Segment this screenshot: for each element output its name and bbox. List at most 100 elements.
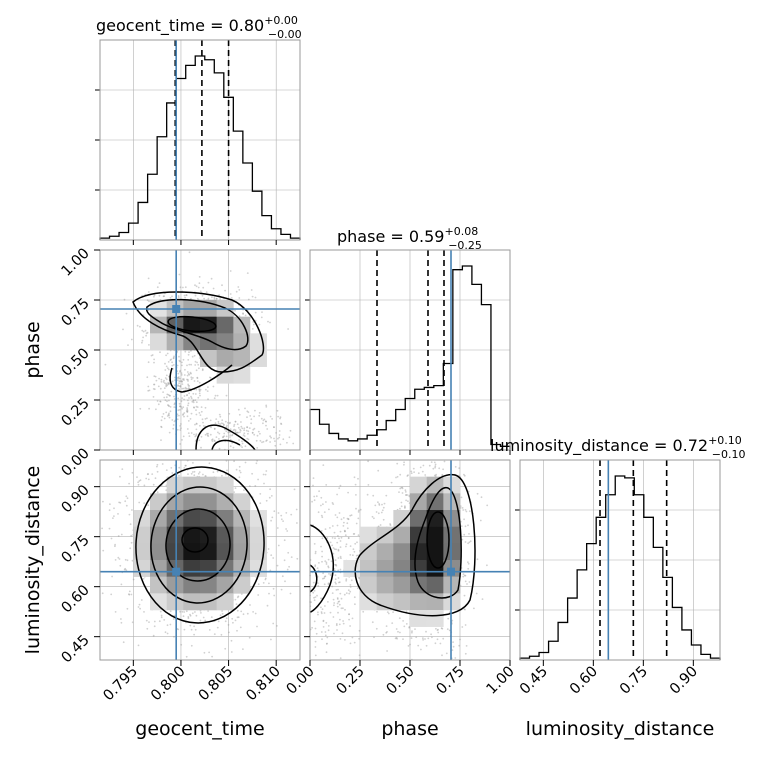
- y-tick-label-phase-3: 0.75: [59, 296, 93, 330]
- truth-marker: [447, 567, 455, 576]
- sample-point: [259, 439, 262, 442]
- sample-point: [217, 420, 220, 423]
- sample-point: [186, 364, 188, 367]
- sample-point: [177, 376, 179, 379]
- sample-point: [240, 610, 243, 613]
- sample-point: [329, 541, 332, 544]
- sample-point: [283, 539, 286, 542]
- sample-point: [273, 437, 275, 440]
- sample-point: [464, 580, 467, 583]
- sample-point: [187, 359, 190, 361]
- sample-point: [467, 524, 469, 527]
- sample-point: [385, 625, 388, 627]
- sample-point: [322, 626, 325, 628]
- sample-point: [249, 604, 251, 606]
- sample-point: [464, 624, 467, 626]
- sample-point: [184, 296, 187, 299]
- sample-point: [168, 416, 171, 419]
- sample-point: [246, 410, 249, 413]
- sample-point: [266, 439, 268, 442]
- sample-point: [274, 440, 276, 442]
- sample-point: [166, 367, 169, 370]
- sample-point: [191, 400, 194, 403]
- sample-point: [178, 409, 181, 411]
- sample-point: [240, 421, 242, 423]
- sample-point: [343, 593, 346, 596]
- sample-point: [325, 484, 328, 486]
- sample-point: [335, 589, 338, 591]
- sample-point: [124, 567, 127, 570]
- sample-point: [433, 461, 436, 464]
- x-tick-label-geocent_time-1: 0.800: [148, 664, 189, 705]
- contour-tail: [169, 364, 233, 393]
- sample-point: [394, 637, 397, 640]
- sample-point: [114, 559, 117, 561]
- sample-point: [287, 328, 289, 330]
- sample-point: [353, 550, 356, 553]
- sample-point: [277, 437, 279, 440]
- sample-point: [331, 585, 334, 588]
- sample-point: [177, 385, 180, 387]
- sample-point: [234, 487, 237, 489]
- sample-point: [349, 514, 352, 517]
- sample-point: [281, 575, 284, 578]
- sample-point: [188, 251, 191, 254]
- sample-point: [322, 503, 324, 506]
- y-tick-label-phase-0: 0.00: [59, 446, 93, 480]
- sample-point: [159, 400, 162, 403]
- sample-point: [405, 610, 408, 613]
- sample-point: [214, 440, 216, 442]
- sample-point: [463, 518, 465, 521]
- sample-point: [171, 419, 174, 421]
- contour-left-inner: [309, 564, 318, 593]
- sample-point: [215, 418, 218, 420]
- sample-point: [353, 476, 356, 479]
- sample-point: [386, 650, 388, 652]
- density-cell: [200, 476, 217, 494]
- x-tick-label-phase-1: 0.25: [334, 664, 368, 698]
- sample-point: [236, 596, 239, 599]
- sample-point: [213, 427, 216, 430]
- sample-point: [236, 616, 239, 619]
- sample-point: [439, 642, 442, 645]
- title-phase: phase = 0.59+0.08 −0.25: [337, 225, 482, 252]
- sample-point: [336, 605, 339, 608]
- sample-point: [339, 657, 342, 659]
- sample-point: [225, 435, 228, 438]
- sample-point: [349, 590, 352, 593]
- sample-point: [374, 504, 377, 507]
- sample-point: [467, 561, 469, 564]
- sample-point: [183, 611, 186, 613]
- sample-point: [313, 620, 316, 623]
- sample-point: [177, 384, 179, 387]
- sample-point: [409, 643, 411, 646]
- sample-point: [336, 493, 338, 496]
- sample-point: [419, 466, 422, 469]
- density-cell: [443, 510, 461, 527]
- sample-point: [230, 297, 233, 299]
- sample-point: [178, 273, 181, 276]
- sample-point: [405, 494, 407, 496]
- sample-point: [325, 643, 328, 645]
- sample-point: [347, 589, 350, 592]
- density-cell: [200, 510, 217, 527]
- sample-point: [243, 432, 246, 435]
- sample-point: [402, 638, 404, 640]
- sample-point: [113, 515, 115, 517]
- sample-point: [188, 385, 191, 387]
- sample-point: [150, 354, 153, 357]
- sample-point: [187, 399, 189, 402]
- sample-point: [169, 296, 172, 299]
- sample-point: [214, 422, 217, 425]
- sample-point: [235, 603, 238, 605]
- sample-point: [243, 427, 246, 430]
- sample-point: [367, 460, 369, 463]
- sample-point: [327, 565, 330, 568]
- sample-point: [432, 467, 435, 470]
- sample-point: [165, 378, 168, 381]
- density-cell: [360, 593, 377, 611]
- sample-point: [269, 321, 271, 324]
- density-cell: [376, 560, 394, 577]
- sample-point: [224, 647, 227, 650]
- sample-point: [159, 387, 162, 390]
